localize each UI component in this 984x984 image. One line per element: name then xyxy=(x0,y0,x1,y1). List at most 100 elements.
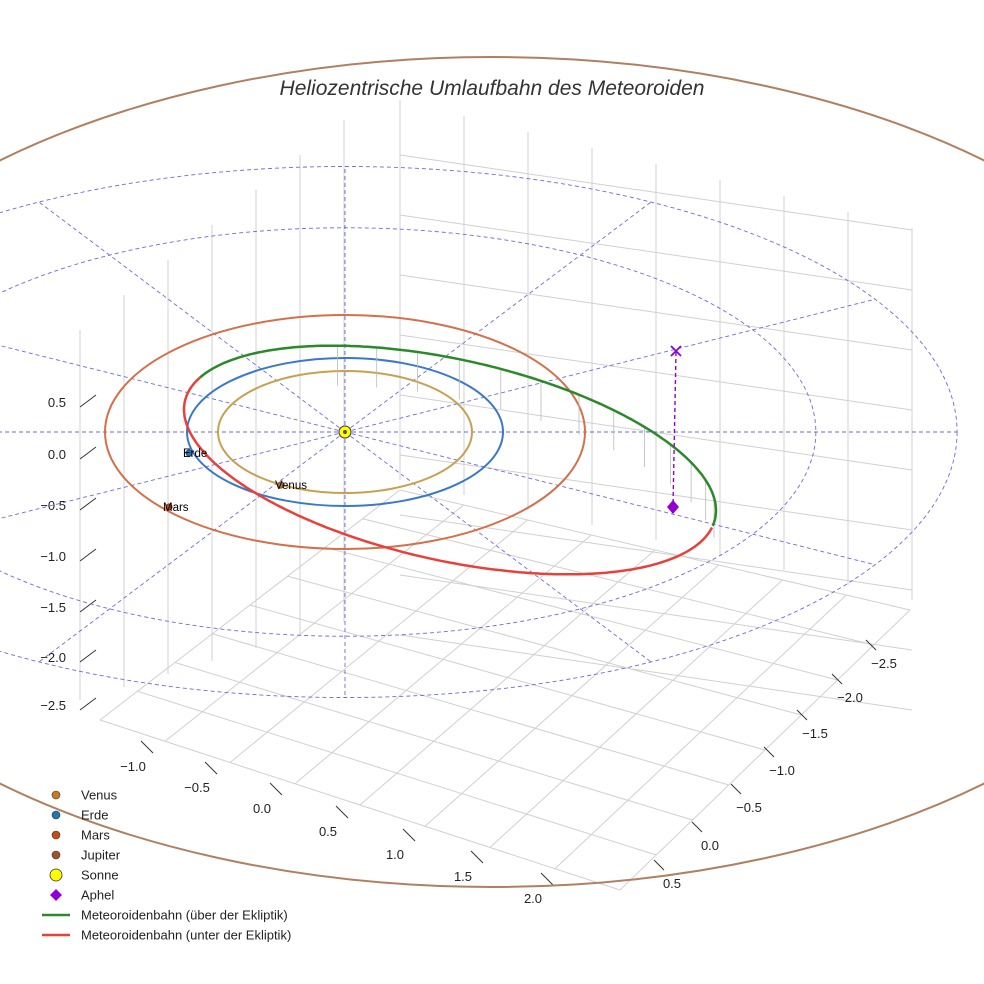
legend-label: Sonne xyxy=(81,868,119,883)
grid-line xyxy=(359,549,656,806)
x-tick-label: 2.0 xyxy=(524,891,542,906)
orbits xyxy=(0,56,984,888)
grid-line xyxy=(399,214,913,291)
grid-line xyxy=(424,564,720,827)
z-tick-label: −0.5 xyxy=(40,498,66,513)
orbit-mars xyxy=(104,314,586,550)
x-tick-label: −0.5 xyxy=(184,780,210,795)
radial-spoke xyxy=(38,201,346,433)
x-tick-label: 1.0 xyxy=(386,847,404,862)
z-tick-label: 0.0 xyxy=(48,447,66,462)
aphel-projection-marker xyxy=(670,345,682,357)
y-tick-mark xyxy=(831,673,843,685)
x-tick-label: 0.5 xyxy=(319,824,337,839)
orbit-jupiter xyxy=(0,56,984,888)
legend-label: Venus xyxy=(81,788,118,803)
z-tick-label: −2.5 xyxy=(40,698,66,713)
x-tick-mark xyxy=(470,850,484,864)
aphel-projection-line xyxy=(672,351,677,507)
legend-label: Aphel xyxy=(81,888,114,903)
legend-label: Jupiter xyxy=(81,848,121,863)
radial-spoke xyxy=(344,431,876,566)
z-tick-mark xyxy=(79,697,97,711)
legend-label: Meteoroidenbahn (über der Ekliptik) xyxy=(81,908,288,923)
y-tick-mark xyxy=(796,709,808,721)
y-tick-label: 0.0 xyxy=(701,838,719,853)
x-tick-mark xyxy=(335,805,349,819)
grid-line xyxy=(229,519,528,763)
aphel-marker xyxy=(667,500,679,514)
chart-title: Heliozentrische Umlaufbahn des Meteoroid… xyxy=(280,77,705,100)
grid-line xyxy=(399,634,913,711)
z-tick-mark xyxy=(79,548,97,562)
y-tick-mark xyxy=(653,859,665,871)
grid-line xyxy=(399,334,913,411)
y-tick-mark xyxy=(730,783,742,795)
y-tick-mark xyxy=(691,821,703,833)
legend-marker xyxy=(51,850,61,860)
y-tick-mark xyxy=(865,639,877,651)
y-tick-label: −2.5 xyxy=(871,656,897,671)
sun-center xyxy=(343,430,347,434)
y-tick-mark xyxy=(763,746,775,758)
legend-label: Meteoroidenbahn (unter der Ekliptik) xyxy=(81,928,291,943)
planet-label-venus: Venus xyxy=(275,480,307,492)
reference-grid xyxy=(0,166,958,698)
z-tick-mark xyxy=(79,599,97,613)
grid-line xyxy=(399,574,913,651)
legend: Venus Erde Mars Jupiter Sonne Aphel Meteoroide… xyxy=(42,788,291,943)
z-tick-mark xyxy=(79,497,97,511)
x-tick-mark xyxy=(140,740,154,754)
legend-marker xyxy=(50,889,62,901)
grid-line xyxy=(489,579,783,848)
grid-line xyxy=(619,609,911,891)
radial-spoke xyxy=(344,431,652,663)
orbit-erde xyxy=(186,357,504,507)
y-tick-label: −1.0 xyxy=(769,763,795,778)
x-tick-label: −1.0 xyxy=(120,759,146,774)
radial-spoke xyxy=(0,431,346,519)
radial-spoke xyxy=(38,431,346,663)
planet-erde xyxy=(185,449,193,457)
x-tick-label: 1.5 xyxy=(454,869,472,884)
grid-line xyxy=(399,454,913,531)
planet-mars xyxy=(165,503,173,511)
grid-line xyxy=(294,534,592,785)
y-tick-label: 0.5 xyxy=(663,876,681,891)
planet-venus xyxy=(277,481,285,489)
z-tick-label: −2.0 xyxy=(40,650,66,665)
z-tick-label: −1.0 xyxy=(40,549,66,564)
z-tick-mark xyxy=(79,446,97,460)
grid-line xyxy=(99,489,401,721)
legend-marker xyxy=(51,810,61,820)
x-tick-mark xyxy=(269,782,283,796)
grid-line xyxy=(554,594,847,870)
z-tick-label: 0.5 xyxy=(48,395,66,410)
radial-spoke xyxy=(344,201,652,433)
z-tick-mark xyxy=(79,394,97,408)
legend-marker xyxy=(49,868,63,882)
y-tick-label: −1.5 xyxy=(802,726,828,741)
z-tick-label: −1.5 xyxy=(40,600,66,615)
legend-label: Erde xyxy=(81,808,108,823)
reference-circle xyxy=(0,227,817,637)
x-tick-mark xyxy=(402,828,416,842)
grid-line xyxy=(164,504,465,742)
legend-marker xyxy=(51,790,61,800)
grid-line xyxy=(399,154,913,231)
y-tick-label: −0.5 xyxy=(736,800,762,815)
radial-spoke xyxy=(344,298,876,433)
planet-label-erde: Erde xyxy=(183,448,207,460)
z-tick-mark xyxy=(79,649,97,663)
legend-label: Mars xyxy=(81,828,110,843)
planet-label-mars: Mars xyxy=(163,502,189,514)
x-tick-mark xyxy=(204,761,218,775)
grid-line xyxy=(399,274,913,351)
x-tick-mark xyxy=(540,872,554,886)
radial-spoke xyxy=(0,345,346,433)
orbit-venus xyxy=(217,370,473,494)
grid-panels xyxy=(79,100,913,891)
meteoroid-orbit-above xyxy=(199,344,718,527)
markers: Venus Erde Mars xyxy=(163,345,682,514)
